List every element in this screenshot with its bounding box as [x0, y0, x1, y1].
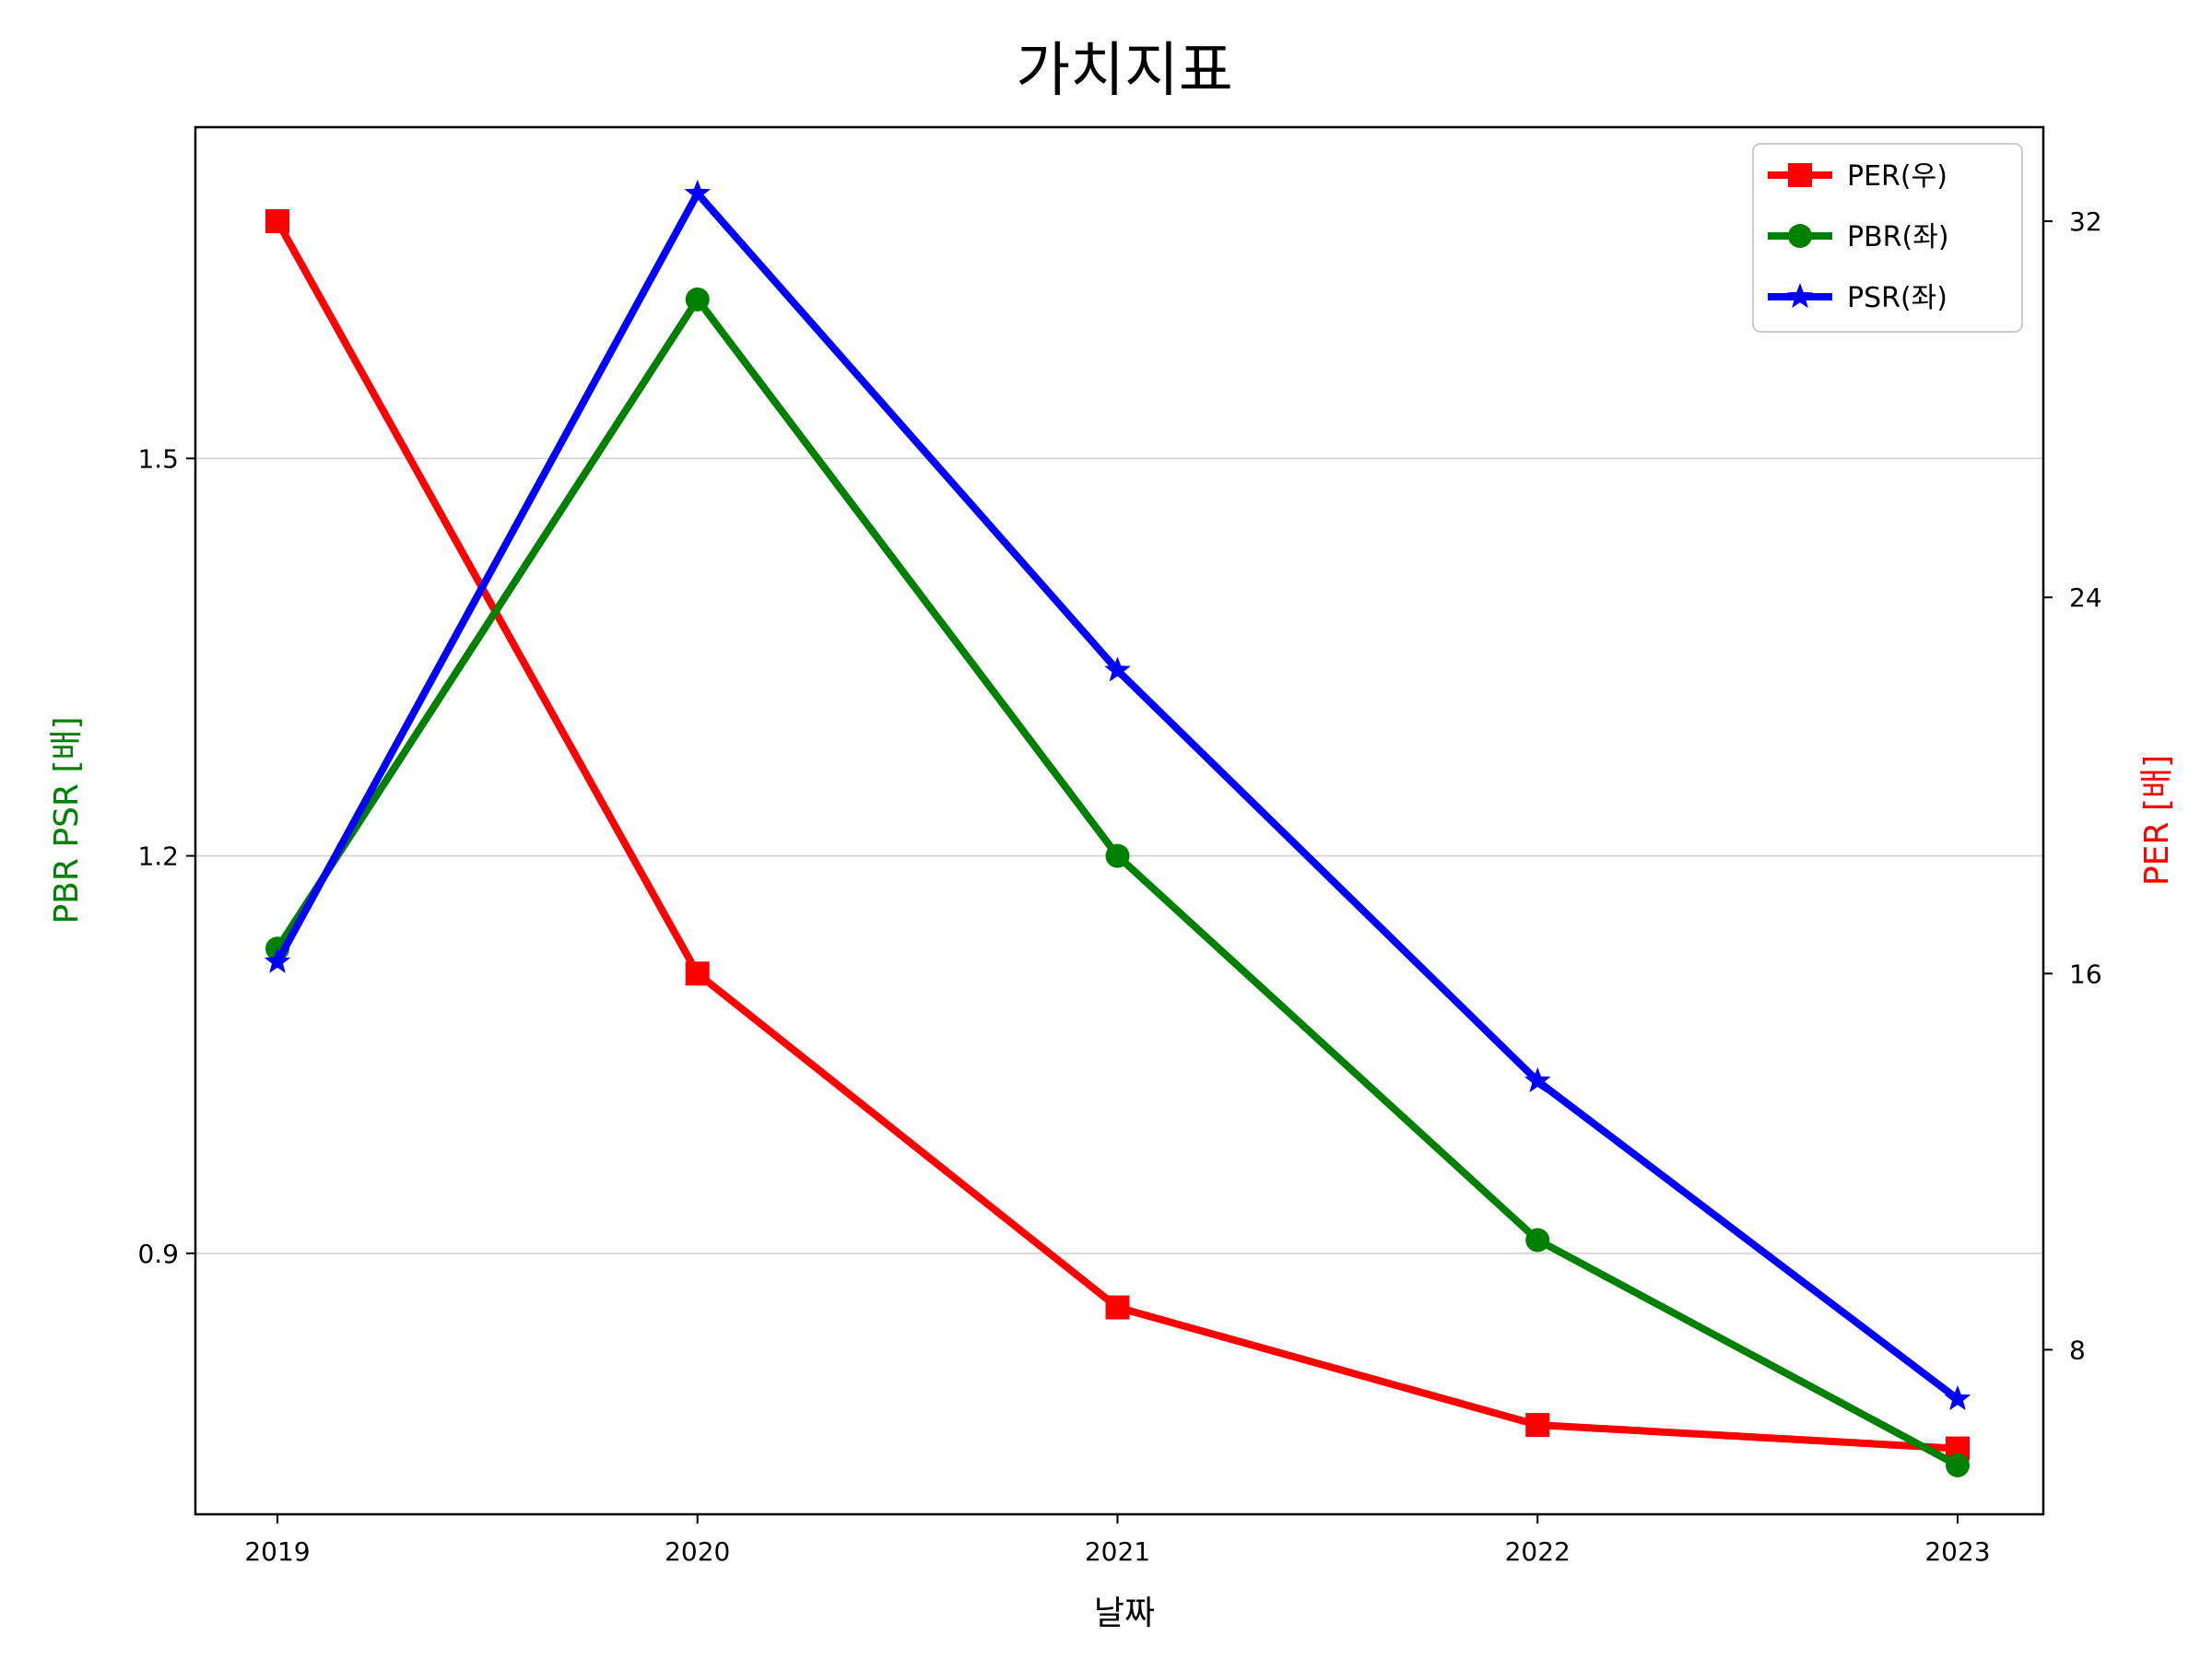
x-tick-label: 2019: [244, 1536, 310, 1567]
series-1: [265, 287, 1970, 1477]
y-left-tick-label: 1.2: [137, 841, 179, 872]
y-right-tick-label: 16: [2069, 959, 2102, 989]
legend-label: PER(우): [1847, 160, 1947, 193]
y-axis-left: 0.9 1.2 1.5: [137, 443, 195, 1269]
legend-item: PSR(좌): [1768, 282, 1947, 314]
legend-item: PBR(좌): [1768, 221, 1949, 253]
data-point: [1525, 1413, 1550, 1438]
data-point: [1524, 1067, 1551, 1093]
data-point: [1105, 843, 1130, 868]
x-axis: 2019 2020 2021 2022 2023: [244, 1514, 1991, 1567]
y-axis-right-label: PER [배]: [2138, 755, 2176, 886]
series-line: [274, 218, 1961, 1453]
series-2: [264, 179, 1971, 1411]
data-point: [1104, 656, 1131, 682]
y-right-tick-label: 32: [2069, 206, 2102, 237]
y-right-tick-label: 8: [2069, 1335, 2086, 1365]
legend-label: PBR(좌): [1847, 221, 1949, 253]
data-point: [1525, 1228, 1550, 1253]
series-layer: [264, 179, 1971, 1477]
data-point: [1105, 1295, 1130, 1320]
legend-item: PER(우): [1768, 160, 1947, 193]
data-point: [685, 287, 710, 312]
y-axis-left-label: PBR PSR [배]: [48, 716, 86, 924]
series-line: [274, 295, 1961, 1469]
x-tick-label: 2022: [1505, 1536, 1571, 1567]
y-left-tick-label: 0.9: [137, 1239, 179, 1269]
legend-box: [1752, 143, 2023, 333]
x-axis-label: 날짜: [1094, 1594, 1155, 1632]
legend-label: PSR(좌): [1847, 282, 1947, 314]
chart-title: 가치지표: [1016, 37, 1233, 105]
data-point: [264, 947, 291, 973]
x-tick-label: 2023: [1924, 1536, 1990, 1567]
series-0: [265, 209, 1970, 1461]
data-point: [1946, 1453, 1970, 1477]
data-point: [685, 961, 710, 986]
legend-swatch-marker: [1788, 224, 1812, 248]
legend: PER(우) PBR(좌) PSR(좌): [1752, 143, 2023, 333]
plot-frame: [194, 125, 2045, 1516]
x-tick-label: 2020: [665, 1536, 730, 1567]
series-line: [274, 189, 1961, 1403]
data-point: [1944, 1384, 1971, 1411]
x-tick-label: 2021: [1085, 1536, 1150, 1567]
legend-swatch-marker: [1788, 163, 1812, 187]
legend-swatch-marker: [1786, 283, 1814, 309]
data-point: [684, 179, 711, 205]
y-right-tick-label: 24: [2069, 582, 2102, 613]
data-point: [265, 209, 289, 234]
y-left-tick-label: 1.5: [137, 443, 179, 474]
y-axis-right: 8 16 24 32: [2043, 206, 2102, 1365]
